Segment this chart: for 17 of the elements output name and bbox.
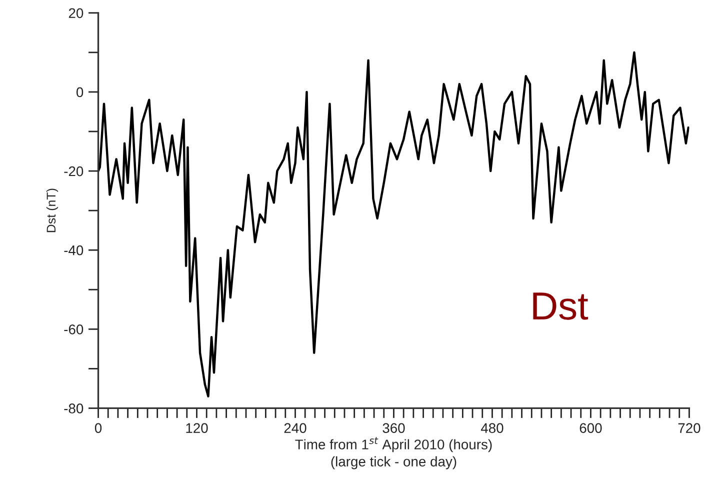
y-tick-label: 0 bbox=[76, 87, 84, 98]
x-tick-label: 240 bbox=[284, 423, 306, 433]
x-tick-label: 360 bbox=[382, 423, 405, 433]
y-tick-label: -20 bbox=[64, 166, 84, 176]
y-tick-label: -40 bbox=[64, 245, 84, 256]
x-tick-label: 0 bbox=[94, 423, 102, 433]
line-series bbox=[98, 51, 690, 398]
annotation: Dst bbox=[533, 292, 588, 320]
y-axis-title: Dst (nT) bbox=[46, 188, 58, 232]
x-axis-title: Time from 1$^{st}$ April 2010 (hours) (large tick - one day) bbox=[295, 437, 492, 470]
x-tick-label: 720 bbox=[678, 423, 700, 433]
y-tick-label: -80 bbox=[64, 404, 84, 414]
y-tick-label: 20 bbox=[68, 8, 84, 18]
x-tick-label: 600 bbox=[580, 423, 602, 433]
x-tick-label: 120 bbox=[186, 423, 208, 433]
y-tick-label: -60 bbox=[64, 324, 84, 334]
x-tick-label: 480 bbox=[480, 423, 504, 433]
